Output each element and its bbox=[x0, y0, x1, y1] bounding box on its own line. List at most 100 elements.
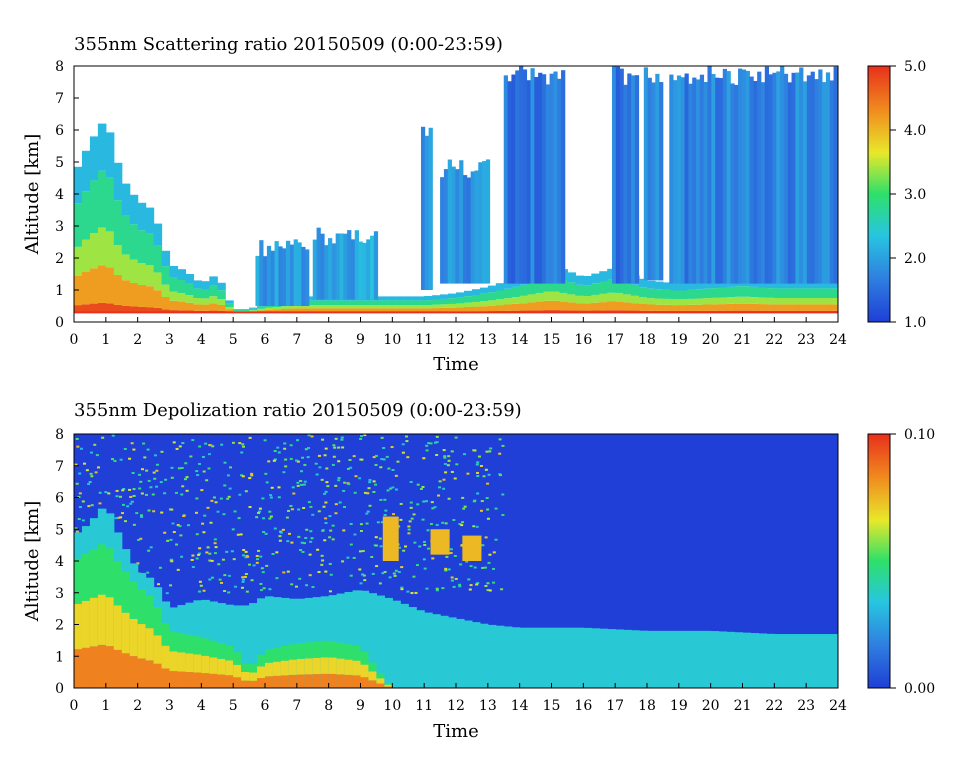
noise-speck bbox=[452, 519, 455, 521]
dust-core-cell bbox=[209, 641, 218, 658]
noise-speck bbox=[210, 500, 213, 502]
noise-speck bbox=[470, 584, 473, 586]
noise-speck bbox=[249, 506, 252, 508]
noise-speck bbox=[179, 525, 182, 527]
noise-speck bbox=[454, 555, 457, 557]
aerosol-cell bbox=[671, 299, 680, 305]
colorbar-tick-label: 2.0 bbox=[904, 251, 926, 267]
noise-speck bbox=[278, 496, 281, 498]
aerosol-cell bbox=[201, 298, 210, 304]
aerosol-cell bbox=[488, 292, 497, 300]
noise-speck bbox=[485, 469, 488, 471]
dust-layer-cell bbox=[408, 607, 417, 688]
noise-speck bbox=[472, 525, 475, 527]
aerosol-cell bbox=[98, 303, 107, 312]
aerosol-cell bbox=[496, 299, 505, 305]
aerosol-cell bbox=[217, 290, 226, 299]
aerosol-cell bbox=[671, 291, 680, 300]
noise-speck bbox=[266, 481, 269, 483]
noise-speck bbox=[486, 483, 489, 485]
noise-speck bbox=[302, 551, 305, 553]
noise-speck bbox=[382, 447, 385, 449]
noise-speck bbox=[500, 588, 503, 590]
noise-speck bbox=[259, 508, 262, 510]
noise-speck bbox=[480, 510, 483, 512]
y-tick-label: 4 bbox=[55, 187, 64, 203]
aerosol-cell bbox=[679, 305, 688, 311]
noise-speck bbox=[224, 462, 227, 464]
noise-speck bbox=[141, 468, 144, 470]
noise-speck bbox=[177, 569, 180, 571]
noise-speck bbox=[113, 460, 116, 462]
dust-layer-cell bbox=[552, 628, 561, 688]
noise-speck bbox=[175, 492, 178, 494]
aerosol-cell bbox=[122, 254, 131, 280]
aerosol-cell bbox=[82, 240, 91, 272]
noise-speck bbox=[360, 523, 363, 525]
dust-layer-cell bbox=[830, 634, 839, 688]
noise-speck bbox=[492, 568, 495, 570]
high-depol-patch bbox=[462, 536, 481, 561]
cloud-cell bbox=[362, 243, 366, 300]
noise-speck bbox=[442, 479, 445, 481]
noise-speck bbox=[375, 565, 378, 567]
noise-speck bbox=[206, 507, 209, 509]
dust-core-cell bbox=[90, 598, 99, 647]
noise-speck bbox=[222, 559, 225, 561]
aerosol-cell bbox=[138, 203, 147, 230]
noise-speck bbox=[386, 456, 389, 458]
noise-speck bbox=[451, 450, 454, 452]
noise-speck bbox=[410, 502, 413, 504]
dust-core-cell bbox=[170, 671, 179, 688]
aerosol-cell bbox=[424, 300, 433, 305]
aerosol-cell bbox=[480, 288, 489, 294]
aerosol-cell bbox=[607, 302, 616, 311]
noise-speck bbox=[186, 476, 189, 478]
noise-speck bbox=[280, 532, 283, 534]
noise-speck bbox=[365, 513, 368, 515]
cloud-cell bbox=[688, 84, 692, 284]
noise-speck bbox=[215, 501, 218, 503]
aerosol-cell bbox=[814, 298, 823, 304]
noise-speck bbox=[347, 483, 350, 485]
noise-speck bbox=[407, 525, 410, 527]
aerosol-cell bbox=[170, 266, 179, 278]
cloud-cell bbox=[723, 69, 727, 284]
noise-speck bbox=[334, 485, 337, 487]
noise-speck bbox=[147, 449, 150, 451]
dust-core-cell bbox=[122, 572, 131, 613]
noise-speck bbox=[265, 565, 268, 567]
noise-speck bbox=[259, 556, 262, 558]
aerosol-cell bbox=[719, 288, 728, 298]
aerosol-cell bbox=[416, 308, 425, 311]
noise-speck bbox=[311, 514, 314, 516]
noise-speck bbox=[83, 463, 86, 465]
noise-speck bbox=[128, 489, 131, 491]
aerosol-cell bbox=[695, 289, 704, 298]
x-tick-label: 20 bbox=[702, 332, 720, 348]
cloud-cell bbox=[681, 77, 685, 283]
aerosol-cell bbox=[209, 285, 218, 296]
aerosol-cell bbox=[512, 287, 521, 297]
aerosol-cell bbox=[114, 305, 123, 312]
noise-speck bbox=[240, 451, 243, 453]
noise-speck bbox=[341, 437, 344, 439]
aerosol-cell bbox=[647, 289, 656, 298]
dust-layer-cell bbox=[782, 634, 791, 688]
noise-speck bbox=[476, 472, 479, 474]
noise-speck bbox=[413, 513, 416, 515]
noise-speck bbox=[120, 459, 123, 461]
noise-speck bbox=[478, 456, 481, 458]
dust-layer-cell bbox=[822, 634, 831, 688]
noise-speck bbox=[402, 452, 405, 454]
cloud-cell bbox=[612, 67, 616, 284]
dust-core-cell bbox=[106, 646, 115, 688]
noise-speck bbox=[117, 517, 120, 519]
cloud-cell bbox=[557, 79, 561, 284]
aerosol-cell bbox=[337, 308, 346, 311]
noise-speck bbox=[391, 486, 394, 488]
noise-speck bbox=[330, 574, 333, 576]
noise-speck bbox=[97, 466, 100, 468]
x-tick-label: 7 bbox=[292, 332, 301, 348]
